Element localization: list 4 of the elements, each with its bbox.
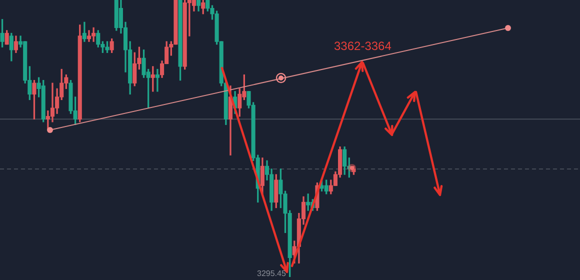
annotation: 3295.45	[257, 269, 286, 278]
candlestick	[155, 68, 160, 92]
candlestick	[306, 194, 310, 211]
annotation: 3362-3364	[334, 39, 392, 53]
